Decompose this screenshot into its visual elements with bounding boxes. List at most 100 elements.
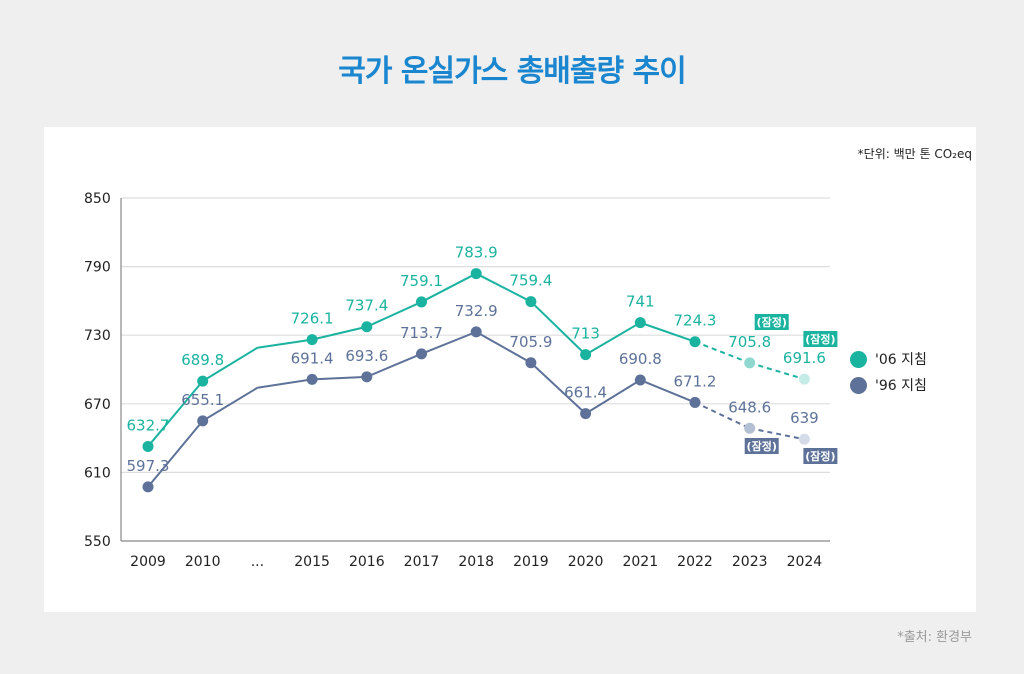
data-label: 741: [626, 293, 655, 311]
data-label: 759.1: [400, 272, 443, 290]
data-label: 691.6: [783, 349, 826, 367]
data-label: 713.7: [400, 324, 443, 342]
series-06-segment: [530, 300, 587, 356]
series-06-point: [306, 334, 318, 346]
x-tick-label: 2009: [130, 554, 166, 570]
data-label: 705.9: [509, 333, 552, 351]
x-tick-label: 2017: [404, 554, 440, 570]
data-label: 726.1: [291, 310, 334, 328]
provisional-badge-label: (잠정): [805, 449, 835, 463]
data-label: 783.9: [455, 244, 498, 262]
series-96-point: [798, 433, 810, 445]
x-tick-label: 2023: [732, 554, 768, 570]
series-96-point: [634, 374, 646, 386]
series-96-point: [416, 348, 427, 360]
series-06-point: [416, 296, 427, 308]
series-96-segment: [202, 386, 258, 422]
series-points: [142, 268, 810, 493]
series-06-point: [470, 268, 482, 280]
data-label: 724.3: [674, 312, 717, 330]
data-label: 689.8: [181, 351, 224, 369]
source-note: *출처: 환경부: [897, 630, 972, 645]
unit-note: *단위: 백만 톤 CO₂eq: [857, 147, 972, 161]
series-96-point: [361, 371, 373, 383]
y-tick-label: 850: [84, 191, 111, 207]
data-label: 597.3: [127, 457, 170, 475]
y-tick-label: 610: [84, 465, 111, 481]
provisional-badge-label: (잠정): [747, 439, 777, 453]
provisional-badge: [754, 314, 789, 330]
series-06-segment: [475, 272, 532, 303]
series-96-segment: [312, 375, 367, 381]
y-tick-label: 550: [84, 534, 111, 550]
series-06-segment: [366, 301, 422, 328]
data-label: 671.2: [674, 372, 717, 390]
x-tick-label: 2018: [458, 554, 494, 570]
y-tick-label: 670: [84, 397, 111, 413]
data-label: 705.8: [728, 333, 771, 351]
series-96-point: [306, 373, 318, 385]
data-label: 759.4: [509, 272, 552, 290]
chart-card: [44, 127, 976, 612]
series-96-point: [580, 408, 592, 420]
y-tick-labels: 550 610 670 730 790 850: [84, 191, 111, 550]
series-96-segment: [694, 401, 751, 430]
x-tick-label: 2024: [787, 554, 823, 570]
series-96-point: [525, 357, 537, 369]
data-label: 693.6: [345, 347, 388, 365]
data-label: 655.1: [181, 391, 224, 409]
data-label: 648.6: [728, 398, 771, 416]
series-96-point: [470, 326, 482, 338]
series-06-point: [798, 373, 810, 385]
x-tick-label: ...: [251, 554, 264, 570]
legend-label-96: '96 지침: [875, 378, 927, 394]
axes: [120, 198, 830, 542]
provisional-badge: [803, 448, 838, 464]
series-06-segment: [694, 340, 751, 364]
x-tick-label: 2020: [568, 554, 604, 570]
data-label: 713: [571, 325, 600, 343]
provisional-badge: [744, 438, 779, 454]
series-06-segment: [749, 361, 805, 381]
data-label: 661.4: [564, 384, 607, 402]
provisional-badge-label: (잠정): [805, 332, 835, 346]
series-06-point: [525, 296, 537, 308]
x-tick-label: 2016: [349, 554, 385, 570]
series-06-segment: [202, 346, 258, 383]
data-label: 737.4: [345, 297, 388, 315]
x-tick-label: 2022: [677, 554, 713, 570]
x-tick-labels: 2009 2010... 2015 2016 2017 2018 2019 2020 2021 2…: [130, 554, 822, 570]
legend-marker-96: [850, 376, 867, 394]
series-06-point: [689, 336, 701, 348]
legend-marker-06: [850, 350, 867, 368]
series-96-segment: [475, 331, 532, 364]
series-06-segment: [147, 380, 204, 448]
provisional-badges: (잠정) (잠정) (잠정) (잠정): [744, 314, 838, 464]
data-labels: 632.7 689.8 726.1 737.4 759.1 783.9 759.4 713 74…: [127, 244, 826, 475]
x-tick-label: 2021: [622, 554, 658, 570]
series-06-point: [197, 375, 209, 387]
data-label: 632.7: [127, 416, 170, 434]
legend-label-06: '06 지침: [875, 352, 927, 368]
data-label: 691.4: [291, 349, 334, 367]
series-06-point: [361, 321, 373, 333]
legend: '06 지침 '96 지침: [850, 346, 927, 398]
data-label: 639: [790, 409, 819, 427]
legend-item-96: '96 지침: [850, 372, 927, 398]
series-06-segment: [311, 325, 368, 341]
series-96-segment: [147, 420, 204, 488]
series-06-segment: [639, 321, 696, 343]
x-tick-label: 2010: [185, 554, 221, 570]
series-06-point: [744, 357, 756, 369]
series-06-point: [580, 349, 592, 361]
series-lines: [147, 272, 805, 488]
series-96-point: [142, 481, 154, 493]
series-06-segment: [421, 272, 477, 303]
series-06-segment: [257, 338, 313, 349]
y-tick-label: 790: [84, 260, 111, 276]
data-label: 732.9: [455, 302, 498, 320]
legend-item-06: '06 지침: [850, 346, 927, 372]
provisional-badge: [803, 331, 838, 347]
series-96-segment: [585, 379, 641, 415]
